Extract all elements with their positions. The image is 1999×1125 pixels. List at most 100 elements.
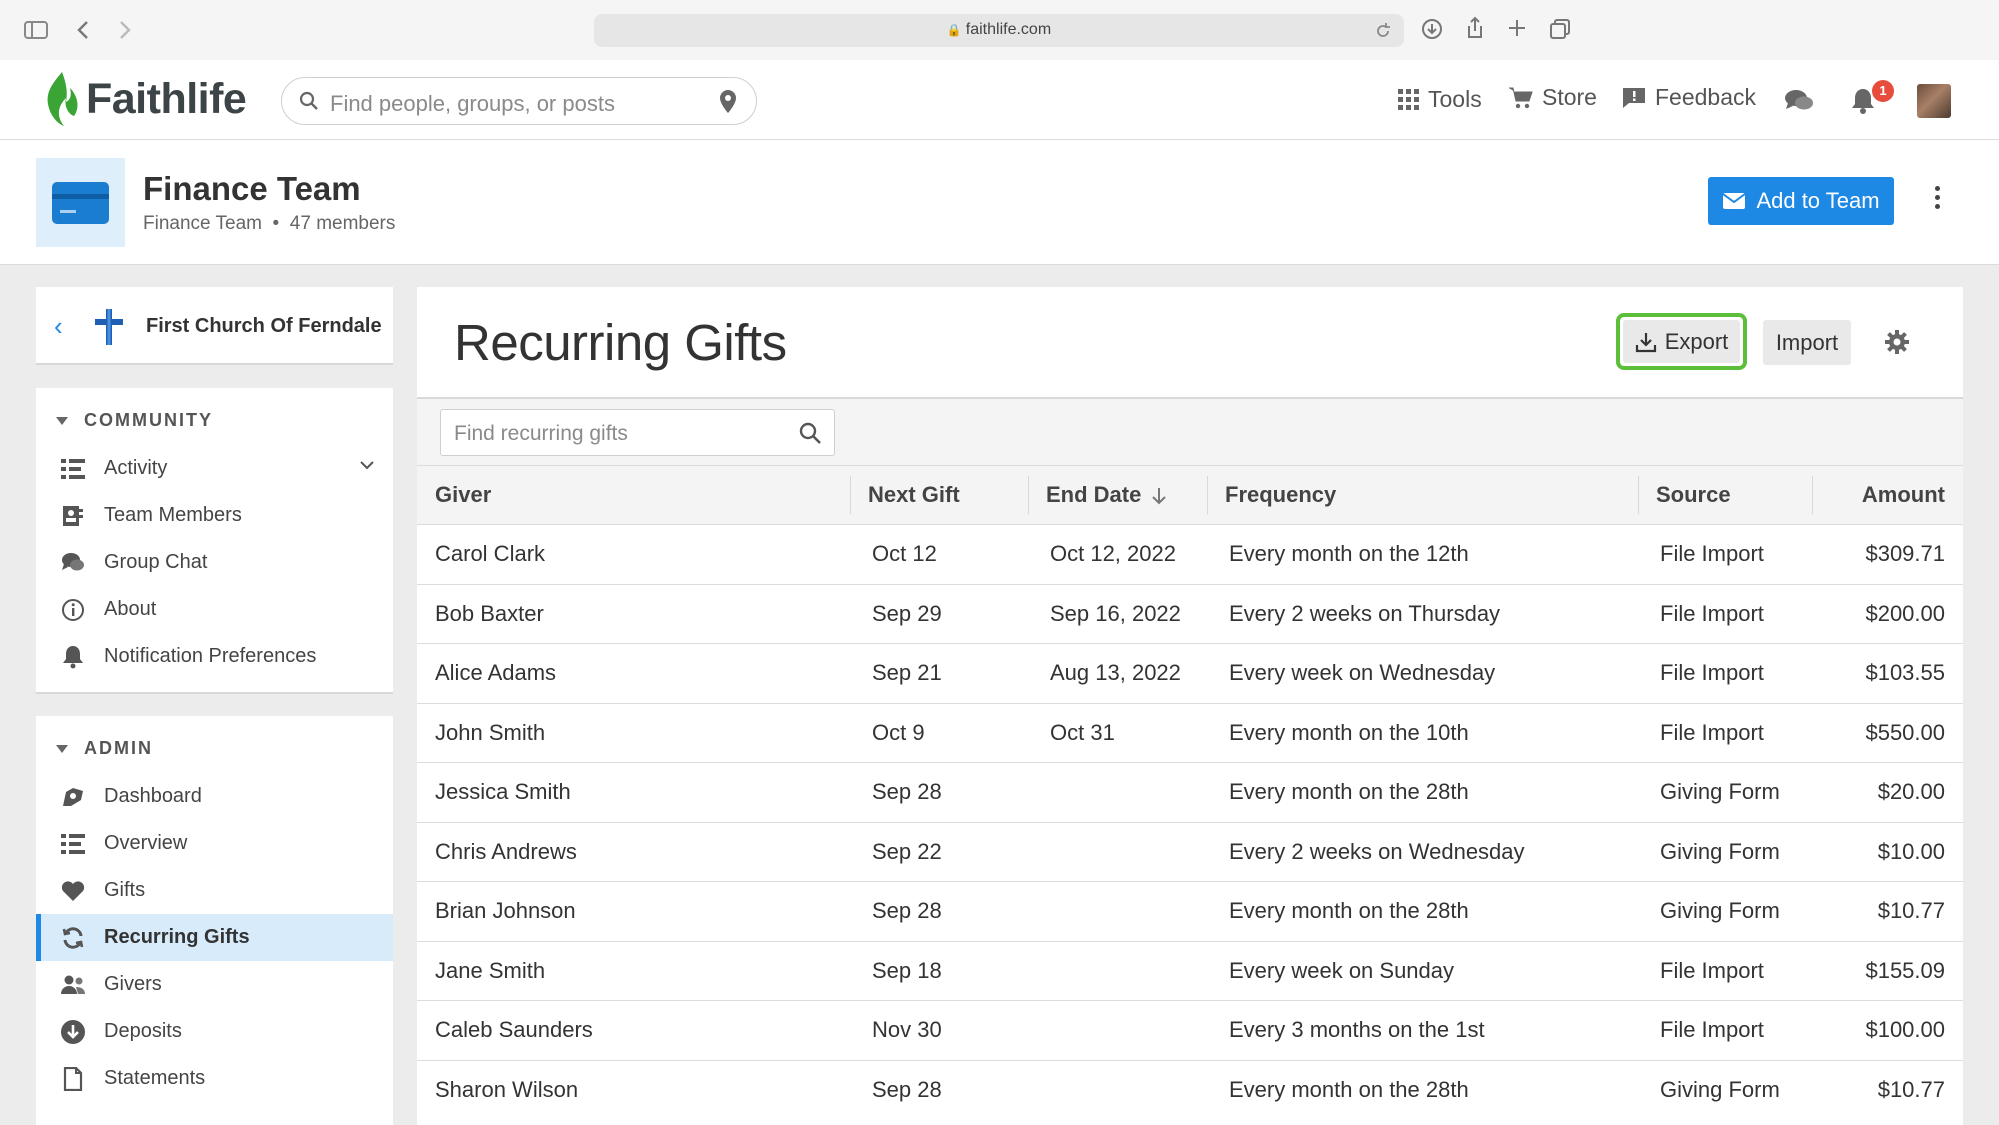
sidebar-item-group-chat[interactable]: Group Chat xyxy=(36,539,393,586)
source-cell: File Import xyxy=(1638,702,1812,763)
add-to-team-label: Add to Team xyxy=(1756,188,1880,213)
team-title[interactable]: Finance Team xyxy=(143,170,361,207)
share-icon[interactable] xyxy=(1465,16,1485,40)
members-icon xyxy=(59,502,87,530)
source-cell: Giving Form xyxy=(1638,821,1812,882)
giver-cell[interactable]: Jane Smith xyxy=(417,940,850,1001)
table-row[interactable]: Jane Smith Sep 18 Every week on Sunday File… xyxy=(417,940,1963,1001)
sidebar-item-overview[interactable]: Overview xyxy=(36,820,393,867)
sidebar-item-activity[interactable]: Activity xyxy=(36,445,393,492)
giver-cell[interactable]: John Smith xyxy=(417,702,850,763)
import-button[interactable]: Import xyxy=(1763,320,1851,365)
sidebar-item-givers[interactable]: Givers xyxy=(36,961,393,1008)
sidebar-item-gifts[interactable]: Gifts xyxy=(36,867,393,914)
reload-icon[interactable] xyxy=(1374,22,1392,40)
flame-logo-icon xyxy=(47,72,78,126)
table-row[interactable]: Chris Andrews Sep 22 Every 2 weeks on Wedn… xyxy=(417,821,1963,882)
recurring-gifts-search-input[interactable]: Find recurring gifts xyxy=(440,409,835,456)
export-button[interactable]: Export xyxy=(1623,320,1740,363)
search-placeholder: Find people, groups, or posts xyxy=(330,91,615,116)
add-to-team-button[interactable]: Add to Team xyxy=(1708,177,1894,225)
column-header-end-date[interactable]: End Date xyxy=(1028,465,1207,525)
global-search-input[interactable]: Find people, groups, or posts xyxy=(281,77,757,125)
sidebar-icon[interactable] xyxy=(24,20,48,40)
new-tab-icon[interactable] xyxy=(1507,18,1527,38)
giver-cell[interactable]: Sharon Wilson xyxy=(417,1059,850,1120)
giver-cell[interactable]: Caleb Saunders xyxy=(417,1000,850,1060)
column-header-amount[interactable]: Amount xyxy=(1812,465,1963,525)
notifications-bell-icon[interactable] xyxy=(1850,87,1876,115)
export-highlight: Export xyxy=(1616,313,1747,370)
church-switcher[interactable]: ‹ First Church Of Ferndale xyxy=(36,287,393,365)
table-row[interactable]: Bob Baxter Sep 29 Sep 16, 2022 Every 2 week… xyxy=(417,583,1963,644)
download-icon xyxy=(1635,332,1656,352)
cart-icon xyxy=(1509,87,1533,108)
nav-store[interactable]: Store xyxy=(1508,84,1597,111)
church-name: First Church Of Ferndale xyxy=(146,315,382,337)
sidebar-item-team-members[interactable]: Team Members xyxy=(36,492,393,539)
search-icon[interactable] xyxy=(798,421,822,445)
member-count[interactable]: 47 members xyxy=(289,213,396,234)
sidebar-item-statements[interactable]: Statements xyxy=(36,1055,393,1102)
column-header-next-gift[interactable]: Next Gift xyxy=(850,465,1028,525)
sidebar-item-label: Overview xyxy=(104,832,188,854)
admin-heading[interactable]: ADMIN xyxy=(56,738,153,759)
back-icon[interactable] xyxy=(76,19,90,41)
sidebar-item-about[interactable]: About xyxy=(36,586,393,633)
frequency-cell: Every 2 weeks on Wednesday xyxy=(1207,821,1638,882)
messages-icon[interactable] xyxy=(1784,88,1814,114)
more-options-icon[interactable] xyxy=(1930,182,1944,218)
community-heading[interactable]: COMMUNITY xyxy=(56,410,213,431)
download-icon[interactable] xyxy=(1421,18,1443,40)
sidebar-item-deposits[interactable]: Deposits xyxy=(36,1008,393,1055)
giver-cell[interactable]: Jessica Smith xyxy=(417,762,850,822)
next-gift-cell: Oct 12 xyxy=(850,524,1028,584)
source-cell: File Import xyxy=(1638,524,1812,584)
giver-cell[interactable]: Brian Johnson xyxy=(417,881,850,941)
table-row[interactable]: Caleb Saunders Nov 30 Every 3 months on th… xyxy=(417,1000,1963,1060)
source-cell: Giving Form xyxy=(1638,1059,1812,1120)
giver-cell[interactable]: Bob Baxter xyxy=(417,583,850,644)
column-header-frequency[interactable]: Frequency xyxy=(1207,465,1638,525)
givers-icon xyxy=(59,971,87,999)
lock-icon: 🔒 xyxy=(946,23,962,37)
giver-cell[interactable]: Chris Andrews xyxy=(417,821,850,882)
table-row[interactable]: Sharon Wilson Sep 28 Every month on the 28… xyxy=(417,1059,1963,1120)
table-row[interactable]: Jessica Smith Sep 28 Every month on the 28… xyxy=(417,762,1963,822)
sidebar-item-dashboard[interactable]: Dashboard xyxy=(36,773,393,820)
end-date-cell xyxy=(1028,881,1207,941)
source-cell: Giving Form xyxy=(1638,762,1812,822)
chevron-down-icon[interactable] xyxy=(359,459,375,471)
frequency-cell: Every month on the 28th xyxy=(1207,762,1638,822)
settings-gear-icon[interactable] xyxy=(1884,329,1910,355)
table-row[interactable]: Brian Johnson Sep 28 Every month on the 28… xyxy=(417,881,1963,941)
sidebar-item-recurring-gifts[interactable]: Recurring Gifts xyxy=(36,914,393,961)
next-gift-cell: Sep 29 xyxy=(850,583,1028,644)
nav-feedback[interactable]: Feedback xyxy=(1621,84,1756,111)
forward-icon[interactable] xyxy=(118,19,132,41)
tabs-icon[interactable] xyxy=(1549,18,1571,40)
sidebar-item-notification-preferences[interactable]: Notification Preferences xyxy=(36,633,393,680)
address-bar[interactable]: 🔒 faithlife.com xyxy=(594,14,1404,47)
table-row[interactable]: Carol Clark Oct 12 Oct 12, 2022 Every month… xyxy=(417,524,1963,584)
table-row[interactable]: Alice Adams Sep 21 Aug 13, 2022 Every week … xyxy=(417,643,1963,703)
giver-cell[interactable]: Carol Clark xyxy=(417,524,850,584)
overview-list-icon xyxy=(59,830,87,858)
giver-cell[interactable]: Alice Adams xyxy=(417,643,850,703)
column-header-source[interactable]: Source xyxy=(1638,465,1812,525)
table-row[interactable]: John Smith Oct 9 Oct 31 Every month on the … xyxy=(417,702,1963,763)
frequency-cell: Every month on the 28th xyxy=(1207,1059,1638,1120)
activity-list-icon xyxy=(59,455,87,483)
sidebar-item-label: Deposits xyxy=(104,1020,182,1042)
chevron-left-icon[interactable]: ‹ xyxy=(54,311,63,341)
amount-cell: $10.77 xyxy=(1812,1059,1963,1120)
column-header-giver[interactable]: Giver xyxy=(417,465,850,525)
next-gift-cell: Sep 21 xyxy=(850,643,1028,703)
sort-down-arrow-icon xyxy=(1152,488,1167,505)
team-name-link[interactable]: Finance Team xyxy=(143,213,262,234)
location-pin-icon[interactable] xyxy=(718,89,738,115)
frequency-cell: Every month on the 28th xyxy=(1207,881,1638,941)
user-avatar[interactable] xyxy=(1917,84,1951,118)
nav-tools[interactable]: Tools xyxy=(1398,86,1482,113)
faithlife-logo[interactable]: Faithlife xyxy=(44,70,247,128)
